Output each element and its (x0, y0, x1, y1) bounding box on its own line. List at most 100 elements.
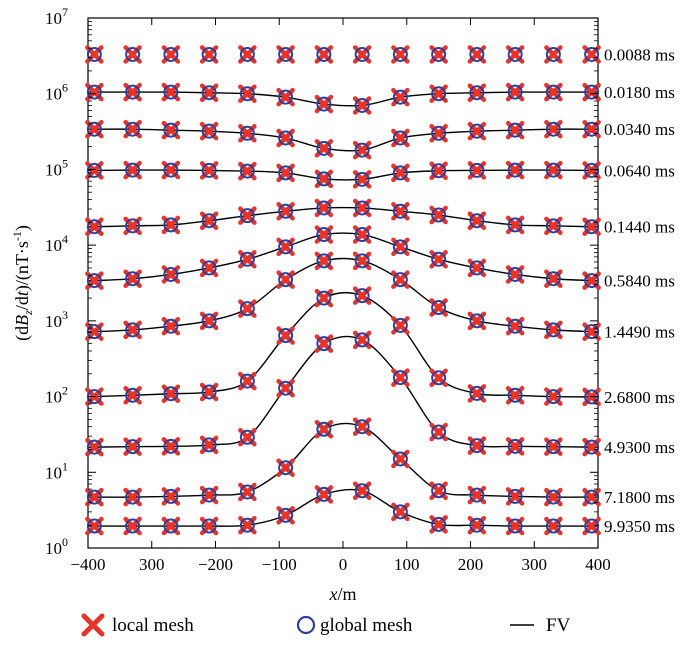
global-mesh-marker (239, 484, 255, 500)
global-mesh-marker (125, 439, 141, 455)
data-point (505, 215, 525, 235)
data-point (505, 316, 525, 336)
data-point (238, 371, 257, 391)
data-point (199, 516, 219, 536)
data-point (391, 368, 410, 387)
data-point (314, 45, 334, 64)
data-point (161, 160, 181, 180)
data-point (276, 326, 295, 345)
global-mesh-marker (431, 483, 447, 499)
legend: local mesh global mesh FV (81, 613, 571, 637)
data-point (544, 269, 563, 288)
fv-curve (87, 257, 599, 333)
data-point (199, 211, 219, 230)
series-time-label: 0.5840 ms (604, 272, 675, 291)
series-time-label: 9.9350 ms (604, 517, 675, 536)
legend-local-mesh-label: local mesh (112, 615, 194, 636)
data-point (391, 163, 410, 183)
global-mesh-marker (163, 488, 179, 504)
global-mesh-marker (507, 318, 523, 334)
data-point (505, 265, 525, 284)
global-mesh-marker (354, 227, 370, 243)
global-mesh-marker (392, 89, 408, 105)
legend-global-mesh-label: global mesh (320, 615, 413, 636)
legend-local-mesh-marker (81, 613, 105, 637)
data-point (582, 82, 601, 102)
data-point (352, 96, 372, 115)
global-mesh-marker (469, 213, 485, 229)
data-point (429, 124, 448, 143)
data-point (123, 437, 142, 456)
data-point (85, 271, 104, 290)
global-mesh-marker (125, 489, 141, 505)
global-mesh-marker (431, 163, 447, 179)
global-mesh-marker (507, 488, 523, 504)
global-mesh-marker (239, 301, 255, 317)
global-mesh-marker (86, 121, 102, 137)
global-mesh-marker (163, 46, 179, 62)
global-mesh-marker (86, 162, 102, 178)
global-mesh-marker (584, 219, 600, 235)
global-mesh-marker (392, 272, 408, 288)
global-mesh-marker (239, 251, 255, 267)
x-axis-title: x/m (328, 584, 356, 604)
data-point (467, 311, 487, 331)
global-mesh-marker (584, 489, 600, 505)
global-mesh-marker (584, 162, 600, 178)
data-point (276, 458, 295, 477)
data-point (85, 82, 104, 102)
global-mesh-marker (163, 217, 179, 233)
data-point (467, 45, 487, 64)
data-point (238, 124, 257, 143)
global-mesh-marker (545, 218, 561, 234)
global-mesh-marker (125, 121, 141, 137)
x-tick-label: −200 (198, 555, 233, 574)
global-mesh-marker (469, 85, 485, 101)
data-point (429, 45, 448, 64)
data-point (123, 386, 142, 405)
x-tick-label: 0 (339, 555, 348, 574)
global-mesh-marker (86, 219, 102, 235)
data-point (582, 161, 601, 180)
global-mesh-marker (278, 89, 294, 105)
global-mesh-marker (125, 84, 141, 100)
data-point (429, 205, 448, 225)
data-point (161, 45, 181, 64)
data-point (238, 206, 257, 225)
global-mesh-marker (584, 439, 600, 455)
global-mesh-marker (354, 97, 370, 113)
global-mesh-marker (507, 46, 523, 62)
data-point (391, 502, 410, 522)
data-point (467, 161, 487, 180)
global-mesh-marker (392, 504, 408, 520)
global-mesh-marker (392, 130, 408, 146)
y-tick-label: 101 (45, 459, 68, 482)
data-point (352, 140, 372, 160)
data-point (85, 516, 104, 536)
data-point (582, 487, 601, 507)
data-point (544, 516, 563, 536)
data-point (199, 121, 219, 141)
global-mesh-marker (239, 208, 255, 224)
y-axis: 100 101 102 103 104 105 106 107 (45, 5, 598, 558)
data-point (161, 437, 181, 456)
series-labels: 0.0088 ms 0.0180 ms 0.0340 ms 0.0640 ms 0.14… (604, 45, 675, 536)
global-mesh-marker (431, 207, 447, 223)
x-tick-label: 200 (458, 555, 484, 574)
data-point (544, 320, 563, 340)
global-mesh-marker (545, 439, 561, 455)
data-point (429, 515, 448, 534)
x-tick-label: 300 (522, 555, 548, 574)
global-mesh-marker (201, 46, 217, 62)
global-mesh-marker (278, 507, 294, 523)
global-mesh-marker (392, 370, 408, 386)
global-mesh-marker (316, 200, 332, 216)
fv-curve (87, 169, 599, 181)
x-tick-label: 400 (585, 555, 611, 574)
global-mesh-marker (316, 140, 332, 156)
global-mesh-marker (278, 130, 294, 146)
global-mesh-marker (507, 266, 523, 282)
global-mesh-marker (278, 165, 294, 181)
global-mesh-marker (125, 218, 141, 234)
data-point (352, 330, 372, 350)
